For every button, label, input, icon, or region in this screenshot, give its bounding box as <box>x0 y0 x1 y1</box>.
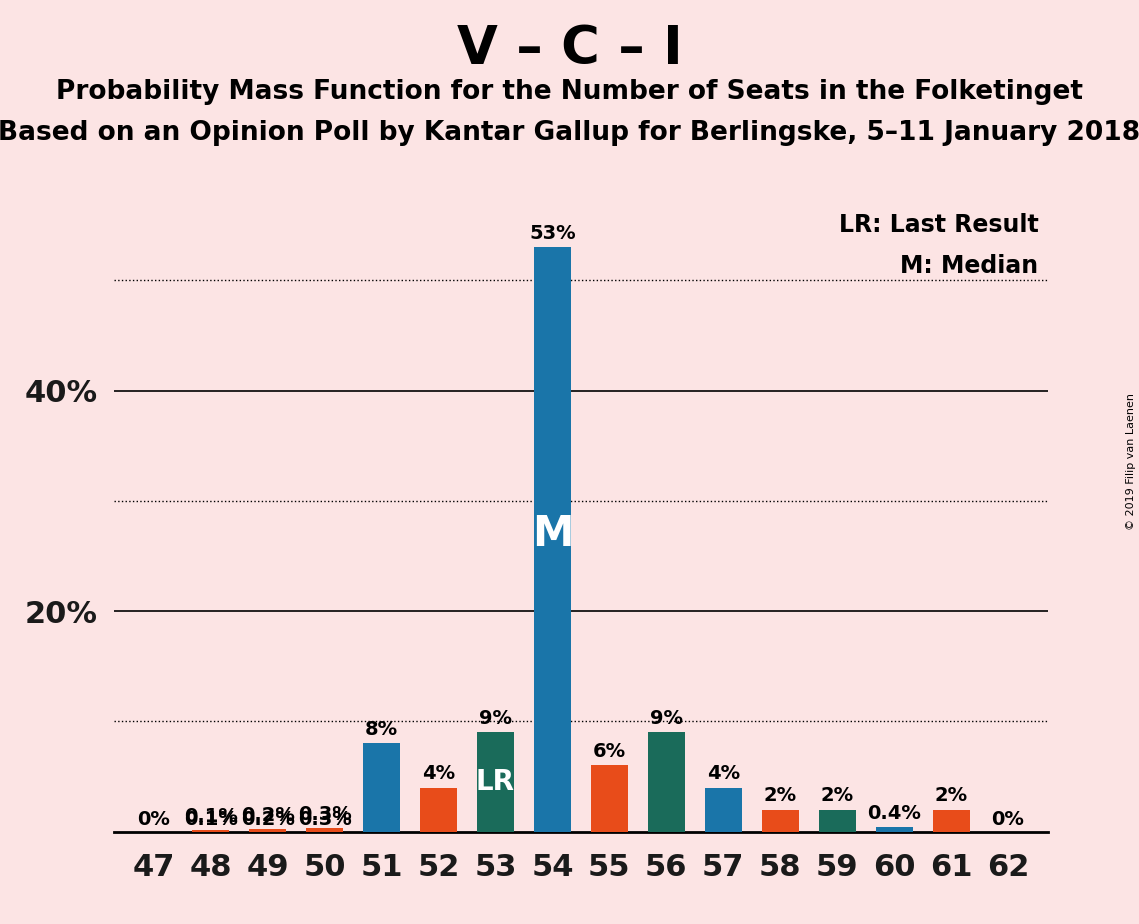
Bar <box>933 809 969 832</box>
Bar <box>819 809 855 832</box>
Bar <box>306 828 343 832</box>
Text: 2%: 2% <box>763 786 797 805</box>
Text: 0.2%: 0.2% <box>240 809 295 829</box>
Bar <box>705 787 741 832</box>
Bar <box>762 809 798 832</box>
Bar <box>477 733 514 832</box>
Text: M: M <box>532 513 573 555</box>
Text: Based on an Opinion Poll by Kantar Gallup for Berlingske, 5–11 January 2018: Based on an Opinion Poll by Kantar Gallu… <box>0 120 1139 146</box>
Bar <box>363 744 400 832</box>
Text: © 2019 Filip van Laenen: © 2019 Filip van Laenen <box>1126 394 1136 530</box>
Text: 9%: 9% <box>480 709 511 728</box>
Bar <box>420 787 457 832</box>
Text: 0.3%: 0.3% <box>297 809 352 829</box>
Text: 4%: 4% <box>421 764 456 784</box>
Text: V – C – I: V – C – I <box>457 23 682 75</box>
Bar <box>876 827 912 832</box>
Text: 0.1%: 0.1% <box>183 807 238 826</box>
Bar <box>591 765 628 832</box>
Bar <box>648 733 685 832</box>
Text: 2%: 2% <box>820 786 854 805</box>
Bar <box>534 248 571 832</box>
Text: 53%: 53% <box>530 224 575 243</box>
Text: Probability Mass Function for the Number of Seats in the Folketinget: Probability Mass Function for the Number… <box>56 79 1083 104</box>
Text: 0%: 0% <box>138 809 170 829</box>
Bar <box>249 830 286 832</box>
Text: 2%: 2% <box>934 786 968 805</box>
Text: 9%: 9% <box>650 709 682 728</box>
Text: LR: Last Result: LR: Last Result <box>838 213 1039 237</box>
Text: 0%: 0% <box>992 809 1024 829</box>
Text: 0.3%: 0.3% <box>297 805 352 824</box>
Text: M: Median: M: Median <box>901 253 1039 277</box>
Text: 0.1%: 0.1% <box>183 809 238 829</box>
Text: 6%: 6% <box>592 742 626 761</box>
Bar <box>192 831 229 832</box>
Text: LR: LR <box>476 768 515 796</box>
Text: 8%: 8% <box>364 720 399 739</box>
Text: 0.4%: 0.4% <box>867 804 921 822</box>
Text: 0.2%: 0.2% <box>240 806 295 825</box>
Text: 4%: 4% <box>706 764 740 784</box>
